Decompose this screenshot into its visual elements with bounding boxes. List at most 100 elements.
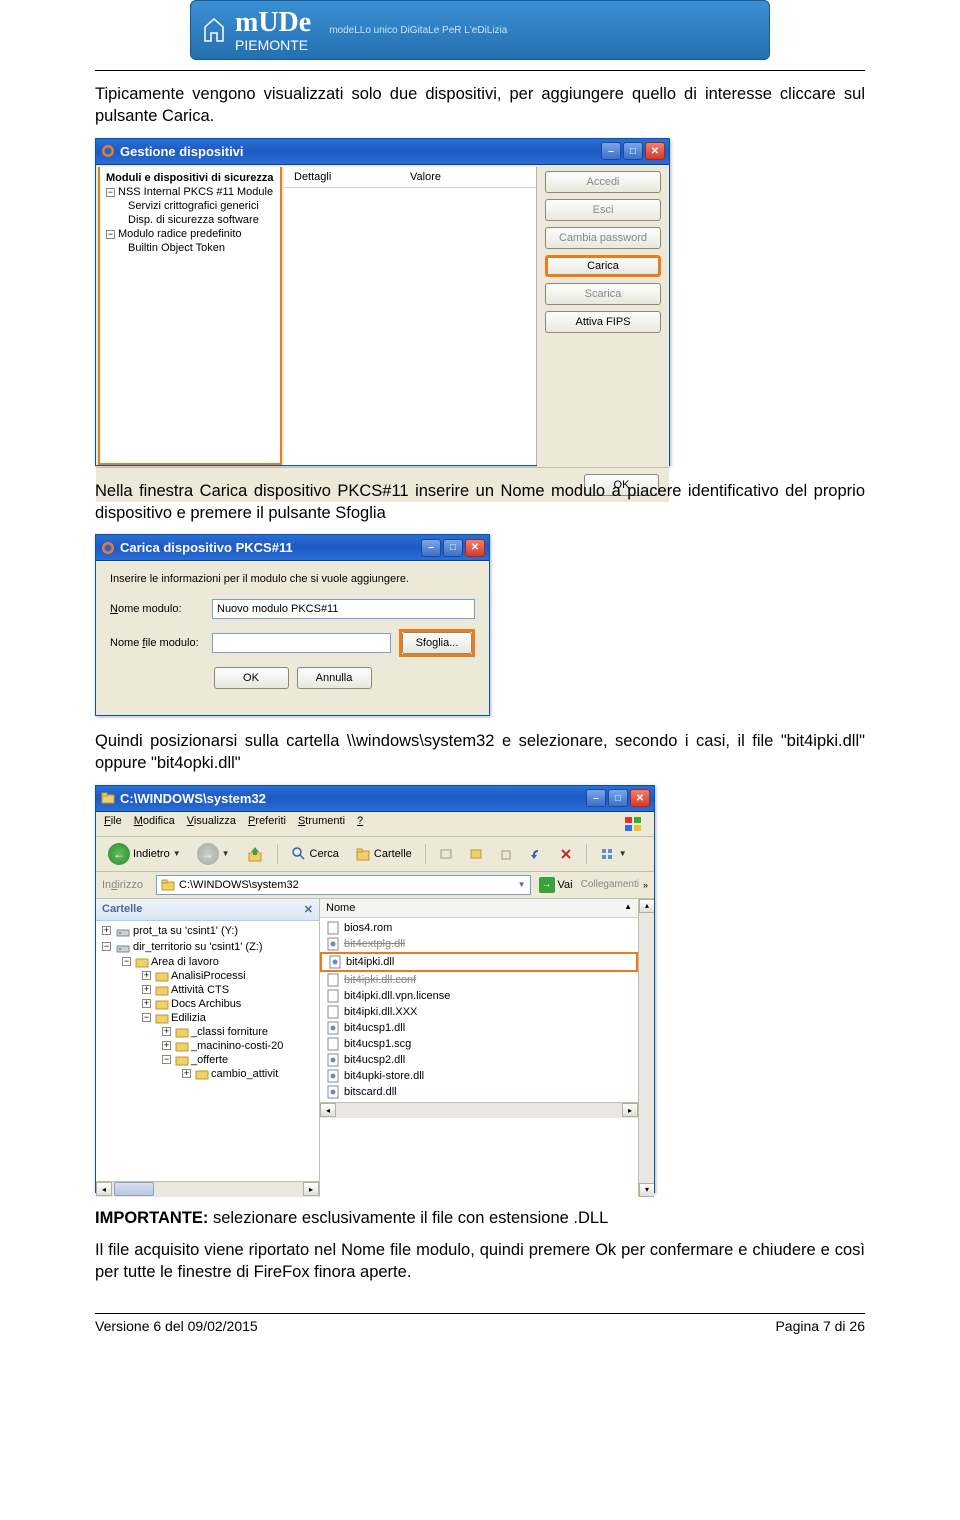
tree-item[interactable]: prot_ta su 'csint1' (Y:) [133, 925, 238, 937]
tree-node[interactable]: Disp. di sicurezza software [102, 213, 278, 227]
tree-item[interactable]: dir_territorio su 'csint1' (Z:) [133, 941, 263, 953]
close-folders-icon[interactable]: ✕ [304, 903, 313, 916]
expand-icon[interactable]: + [142, 999, 151, 1008]
menu-favorites[interactable]: Preferiti [248, 815, 286, 833]
collapse-icon[interactable]: − [102, 942, 111, 951]
titlebar[interactable]: Gestione dispositivi – □ ✕ [96, 139, 669, 165]
file-name[interactable]: bit4ipki.dll.XXX [344, 1006, 417, 1018]
menu-tools[interactable]: Strumenti [298, 815, 345, 833]
titlebar[interactable]: Carica dispositivo PKCS#11 – □ ✕ [96, 535, 489, 561]
logout-button[interactable]: Esci [545, 199, 661, 221]
tree-node[interactable]: NSS Internal PKCS #11 Module [118, 186, 273, 198]
file-name[interactable]: bit4extplg.dll [344, 938, 405, 950]
collapse-icon[interactable]: − [106, 230, 115, 239]
file-name[interactable]: bit4upki-store.dll [344, 1070, 424, 1082]
close-button[interactable]: ✕ [645, 142, 665, 160]
ok-button[interactable]: OK [214, 667, 289, 689]
file-name[interactable]: bitscard.dll [344, 1086, 397, 1098]
scroll-up-button[interactable]: ▴ [639, 899, 654, 913]
file-name[interactable]: bios4.rom [344, 922, 392, 934]
expand-icon[interactable]: + [142, 971, 151, 980]
scroll-left-button[interactable]: ◂ [96, 1182, 112, 1196]
expand-icon[interactable]: + [182, 1069, 191, 1078]
tree-node[interactable]: Builtin Object Token [102, 241, 278, 255]
chevrons-icon[interactable]: » [643, 880, 648, 890]
close-button[interactable]: ✕ [630, 789, 650, 807]
module-file-input[interactable] [212, 633, 391, 653]
unload-button[interactable]: Scarica [545, 283, 661, 305]
chevron-down-icon[interactable]: ▼ [518, 880, 526, 889]
cancel-button[interactable]: Annulla [297, 667, 372, 689]
file-name[interactable]: bit4ipki.dll.conf [344, 974, 416, 986]
scroll-left-button[interactable]: ◂ [320, 1103, 336, 1117]
tree-item[interactable]: Edilizia [171, 1012, 206, 1024]
file-list[interactable]: bios4.rom bit4extplg.dll bit4ipki.dll bi… [320, 918, 638, 1102]
file-name[interactable]: bit4ucsp1.scg [344, 1038, 411, 1050]
minimize-button[interactable]: – [421, 539, 441, 557]
back-button[interactable]: ←Indietro ▼ [102, 841, 187, 867]
undo-icon[interactable] [523, 845, 549, 863]
tb-icon[interactable] [493, 845, 519, 863]
tree-item[interactable]: Docs Archibus [171, 998, 241, 1010]
load-button[interactable]: Carica [545, 255, 661, 277]
menu-edit[interactable]: Modifica [134, 815, 175, 833]
tree-item[interactable]: AnalisiProcessi [171, 970, 246, 982]
menu-view[interactable]: Visualizza [187, 815, 236, 833]
browse-button[interactable]: Sfoglia... [402, 632, 472, 654]
module-name-input[interactable] [212, 599, 475, 619]
address-input[interactable]: C:\WINDOWS\system32 ▼ [156, 875, 531, 895]
close-button[interactable]: ✕ [465, 539, 485, 557]
file-name[interactable]: bit4ucsp2.dll [344, 1054, 405, 1066]
minimize-button[interactable]: – [586, 789, 606, 807]
maximize-button[interactable]: □ [608, 789, 628, 807]
forward-button[interactable]: → ▼ [191, 841, 236, 867]
changepw-button[interactable]: Cambia password [545, 227, 661, 249]
maximize-button[interactable]: □ [623, 142, 643, 160]
menu-file[interactable]: File [104, 815, 122, 833]
file-name[interactable]: bit4ipki.dll [346, 956, 394, 968]
expand-icon[interactable]: + [162, 1027, 171, 1036]
tree-node[interactable]: Modulo radice predefinito [118, 228, 242, 240]
col-name[interactable]: Nome [326, 902, 355, 914]
tree-item[interactable]: Attività CTS [171, 984, 229, 996]
fips-button[interactable]: Attiva FIPS [545, 311, 661, 333]
menu-help[interactable]: ? [357, 815, 363, 833]
scroll-thumb[interactable] [114, 1182, 154, 1196]
login-button[interactable]: Accedi [545, 171, 661, 193]
minimize-button[interactable]: – [601, 142, 621, 160]
file-name[interactable]: bit4ucsp1.dll [344, 1022, 405, 1034]
tree-item[interactable]: _classi forniture [191, 1026, 268, 1038]
folder-tree[interactable]: +prot_ta su 'csint1' (Y:) −dir_territori… [96, 921, 319, 1083]
tree-item[interactable]: Area di lavoro [151, 956, 219, 968]
links-label[interactable]: Collegamenti [581, 879, 639, 890]
scroll-down-button[interactable]: ▾ [639, 1183, 654, 1197]
module-tree[interactable]: Moduli e dispositivi di sicurezza −NSS I… [98, 167, 282, 465]
tree-item[interactable]: cambio_attivit [211, 1068, 278, 1080]
search-button[interactable]: Cerca [285, 844, 345, 864]
collapse-icon[interactable]: − [106, 188, 115, 197]
expand-icon[interactable]: + [162, 1041, 171, 1050]
go-button[interactable]: →Vai [535, 876, 577, 894]
titlebar[interactable]: C:\WINDOWS\system32 – □ ✕ [96, 786, 654, 812]
collapse-icon[interactable]: − [162, 1055, 171, 1064]
tree-item[interactable]: _macinino-costi-20 [191, 1040, 283, 1052]
tree-item[interactable]: _offerte [191, 1054, 228, 1066]
scrollbar-vertical[interactable]: ▴ ▾ [638, 899, 654, 1197]
file-icon [326, 1037, 340, 1051]
collapse-icon[interactable]: − [122, 957, 131, 966]
tree-node[interactable]: Servizi crittografici generici [102, 199, 278, 213]
views-button[interactable]: ▼ [594, 845, 633, 863]
folders-button[interactable]: Cartelle [349, 844, 418, 864]
expand-icon[interactable]: + [142, 985, 151, 994]
collapse-icon[interactable]: − [142, 1013, 151, 1022]
expand-icon[interactable]: + [102, 926, 111, 935]
tb-icon[interactable] [433, 845, 459, 863]
scroll-right-button[interactable]: ▸ [622, 1103, 638, 1117]
tb-icon[interactable] [463, 845, 489, 863]
up-button[interactable] [240, 843, 270, 865]
delete-icon[interactable] [553, 845, 579, 863]
sort-icon[interactable]: ▲ [624, 902, 632, 914]
scroll-right-button[interactable]: ▸ [303, 1182, 319, 1196]
file-name[interactable]: bit4ipki.dll.vpn.license [344, 990, 450, 1002]
maximize-button[interactable]: □ [443, 539, 463, 557]
